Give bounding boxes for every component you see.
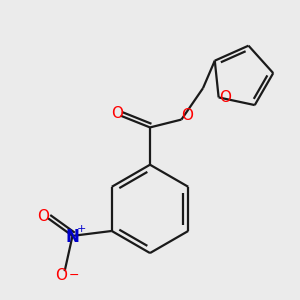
Text: −: − — [68, 268, 79, 282]
Text: O: O — [37, 209, 49, 224]
Text: +: + — [76, 224, 86, 234]
Text: O: O — [55, 268, 67, 283]
Text: O: O — [181, 108, 193, 123]
Text: O: O — [111, 106, 123, 121]
Text: O: O — [220, 90, 232, 105]
Text: N: N — [66, 228, 80, 246]
